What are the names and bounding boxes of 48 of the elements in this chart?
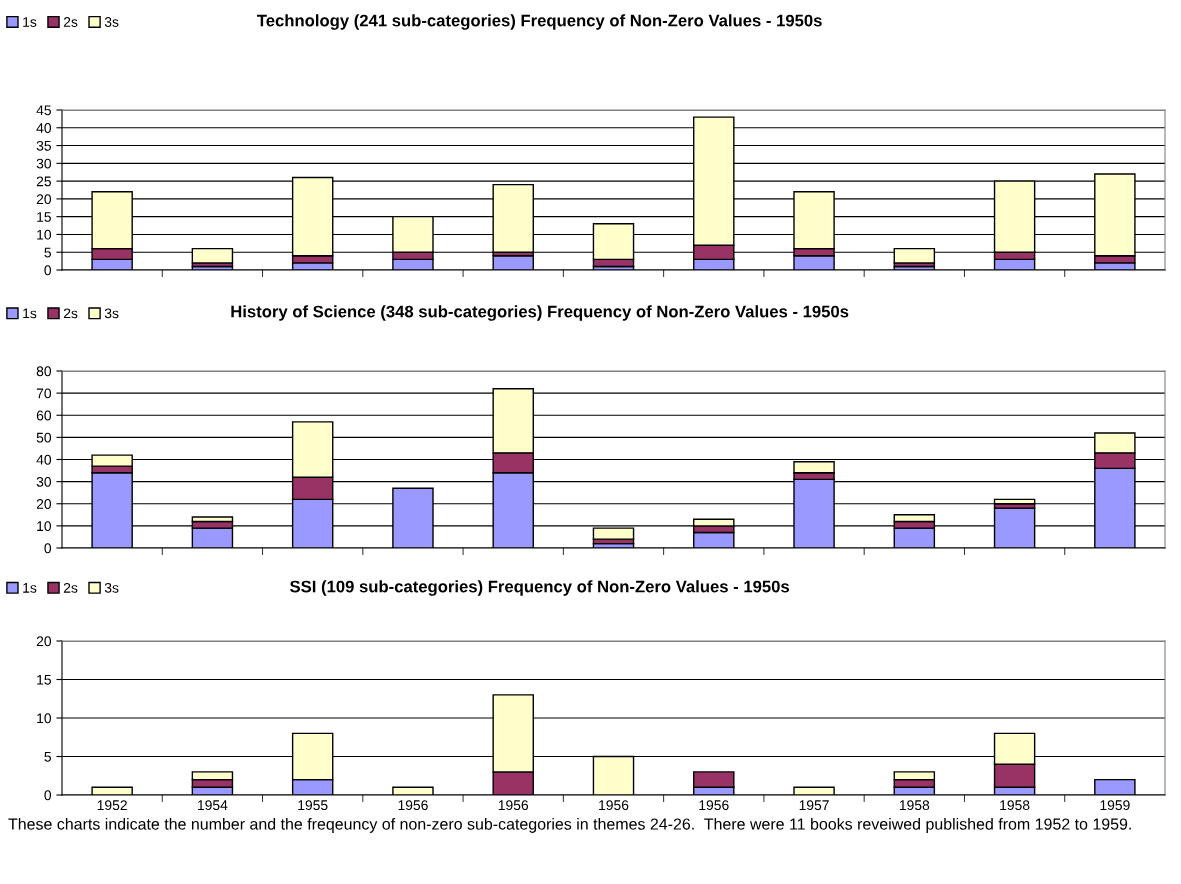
y-tick-label: 45 bbox=[36, 105, 51, 116]
y-tick-label: 0 bbox=[44, 543, 52, 554]
x-tick-label: 1957 bbox=[799, 800, 829, 811]
y-tick-label: 30 bbox=[36, 158, 52, 169]
y-tick-label: 25 bbox=[36, 176, 51, 187]
y-tick-label: 10 bbox=[37, 521, 52, 532]
x-tick-label: 1959 bbox=[1100, 800, 1130, 811]
y-tick-label: 10 bbox=[37, 229, 52, 240]
y-tick-label: 35 bbox=[36, 140, 51, 151]
y-tick-label: 5 bbox=[44, 751, 51, 762]
legend-label: 2s bbox=[63, 582, 78, 593]
y-tick-label: 30 bbox=[36, 476, 52, 487]
y-tick-label: 80 bbox=[36, 366, 52, 377]
x-tick-label: 1958 bbox=[1000, 800, 1030, 811]
legend-label: 2s bbox=[63, 308, 78, 319]
text: These charts indicate the number and the freqeuncy of non-zero sub-categories in themes 24-26. There were 11 books reveiwed published from 1952 to 1959. bbox=[8, 818, 1131, 833]
legend-label: 3s bbox=[104, 308, 119, 319]
y-tick-label: 15 bbox=[37, 674, 51, 685]
y-tick-label: 40 bbox=[36, 454, 52, 465]
chart-title: SSI (109 sub-categories) Frequency of Non-Zero Values - 1950s bbox=[290, 580, 790, 596]
x-tick-label: 1956 bbox=[699, 800, 729, 811]
y-tick-label: 40 bbox=[36, 123, 52, 133]
x-tick-label: 1954 bbox=[198, 800, 228, 811]
x-tick-label: 1956 bbox=[599, 800, 629, 811]
legend-label: 1s bbox=[23, 583, 37, 593]
chart-title: History of Science (348 sub-categories) Frequency of Non-Zero Values - 1950s bbox=[231, 305, 849, 321]
x-tick-label: 1952 bbox=[97, 800, 127, 811]
legend-label: 3s bbox=[104, 582, 119, 593]
y-tick-label: 50 bbox=[36, 432, 52, 443]
y-tick-label: 60 bbox=[36, 410, 52, 421]
x-tick-label: 1958 bbox=[899, 800, 930, 811]
legend-label: 1s bbox=[23, 17, 37, 27]
y-tick-label: 20 bbox=[36, 636, 52, 647]
y-tick-label: 70 bbox=[36, 388, 52, 399]
x-tick-label: 1956 bbox=[398, 800, 428, 811]
x-tick-label: 1955 bbox=[298, 800, 328, 811]
y-tick-label: 5 bbox=[44, 247, 51, 258]
y-tick-label: 10 bbox=[37, 713, 52, 724]
y-tick-label: 0 bbox=[44, 265, 52, 276]
y-tick-label: 15 bbox=[37, 212, 51, 222]
y-tick-label: 20 bbox=[36, 499, 52, 509]
legend-label: 3s bbox=[104, 17, 119, 27]
legend-label: 2s bbox=[63, 17, 78, 27]
y-tick-label: 0 bbox=[44, 790, 52, 801]
y-tick-label: 20 bbox=[36, 194, 52, 205]
x-tick-label: 1956 bbox=[498, 800, 529, 811]
legend-label: 1s bbox=[23, 308, 37, 319]
chart-title: Technology (241 sub-categories) Frequency of Non-Zero Values - 1950s bbox=[257, 14, 822, 30]
